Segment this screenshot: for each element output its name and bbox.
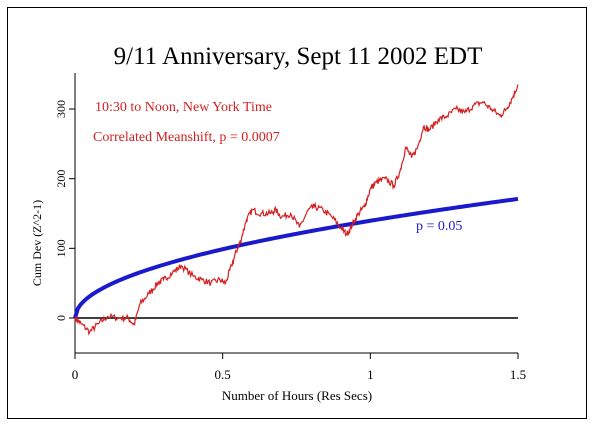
plot-area: 0 0.5 1 1.5 0 100 200 300 [54, 73, 526, 382]
x-tick-label: 1.5 [510, 367, 526, 382]
y-tick-label: 100 [54, 239, 68, 257]
chart-title: 9/11 Anniversary, Sept 11 2002 EDT [114, 43, 483, 70]
x-tick-label: 0 [72, 367, 79, 382]
x-ticks: 0 0.5 1 1.5 [72, 353, 526, 382]
p-005-reference-curve [73, 196, 519, 319]
x-tick-label: 0.5 [215, 367, 231, 382]
annotation-time: 10:30 to Noon, New York Time [95, 100, 272, 115]
y-tick-label: 200 [54, 170, 68, 188]
x-axis-label: Number of Hours (Res Secs) [222, 388, 372, 403]
chart-frame [7, 7, 587, 419]
y-tick-label: 0 [54, 315, 68, 321]
reference-curve-label: p = 0.05 [416, 219, 462, 234]
y-axis-label: Cum Dev (Z^2-1) [30, 200, 44, 286]
y-tick-label: 300 [54, 100, 68, 118]
x-tick-label: 1 [367, 367, 374, 382]
annotation-meanshift: Correlated Meanshift, p = 0.0007 [93, 130, 280, 145]
cumulative-deviation-line [74, 84, 519, 336]
y-ticks: 0 100 200 300 [54, 100, 75, 321]
